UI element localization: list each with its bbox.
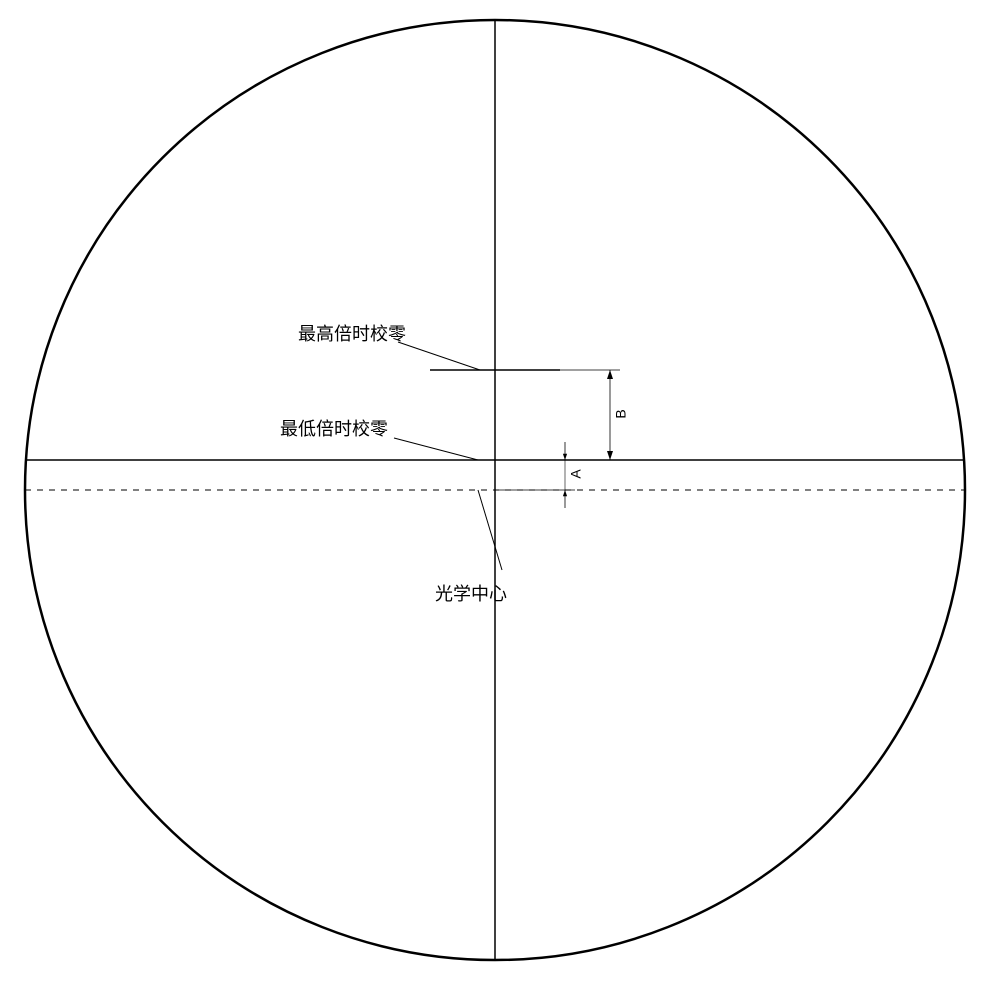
dim-label-a: A — [568, 469, 584, 478]
diagram-canvas — [0, 0, 990, 1000]
label-optical-center: 光学中心 — [435, 580, 507, 606]
label-high-zero: 最高倍时校零 — [298, 320, 406, 346]
dim-label-b: B — [613, 409, 629, 418]
label-low-zero: 最低倍时校零 — [280, 415, 388, 441]
